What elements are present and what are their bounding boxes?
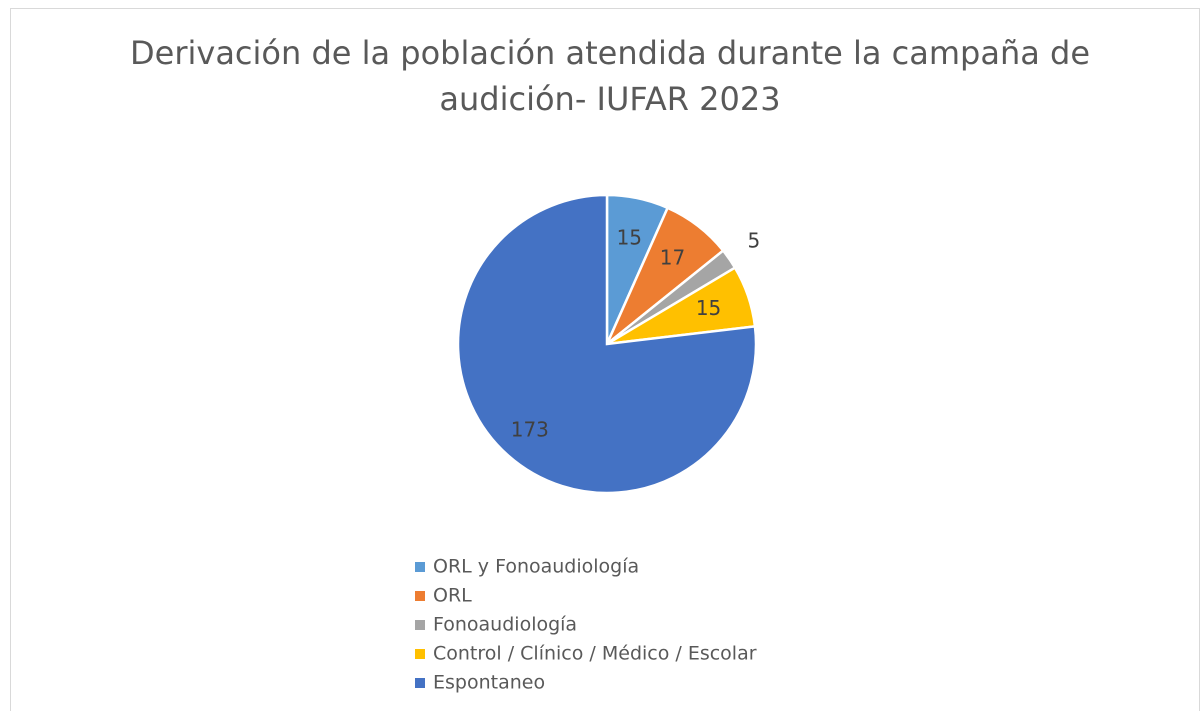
- data-label: 15: [696, 296, 721, 320]
- data-label: 173: [511, 417, 549, 441]
- legend-label: ORL: [433, 585, 472, 607]
- data-label: 17: [660, 246, 685, 270]
- data-label: 5: [747, 228, 760, 252]
- legend-swatch: [415, 591, 425, 601]
- pie-slice: [456, 193, 758, 495]
- chart-frame: [10, 8, 1200, 711]
- legend-swatch: [415, 678, 425, 688]
- legend-label: Control / Clínico / Médico / Escolar: [433, 643, 757, 665]
- legend-swatch: [415, 620, 425, 630]
- chart-title: Derivación de la población atendida dura…: [130, 34, 1090, 118]
- legend-swatch: [415, 562, 425, 572]
- data-label: 15: [617, 226, 642, 250]
- legend-label: Espontaneo: [433, 672, 545, 694]
- legend-label: ORL y Fonoaudiología: [433, 556, 639, 578]
- legend-swatch: [415, 649, 425, 659]
- legend-label: Fonoaudiología: [433, 614, 577, 636]
